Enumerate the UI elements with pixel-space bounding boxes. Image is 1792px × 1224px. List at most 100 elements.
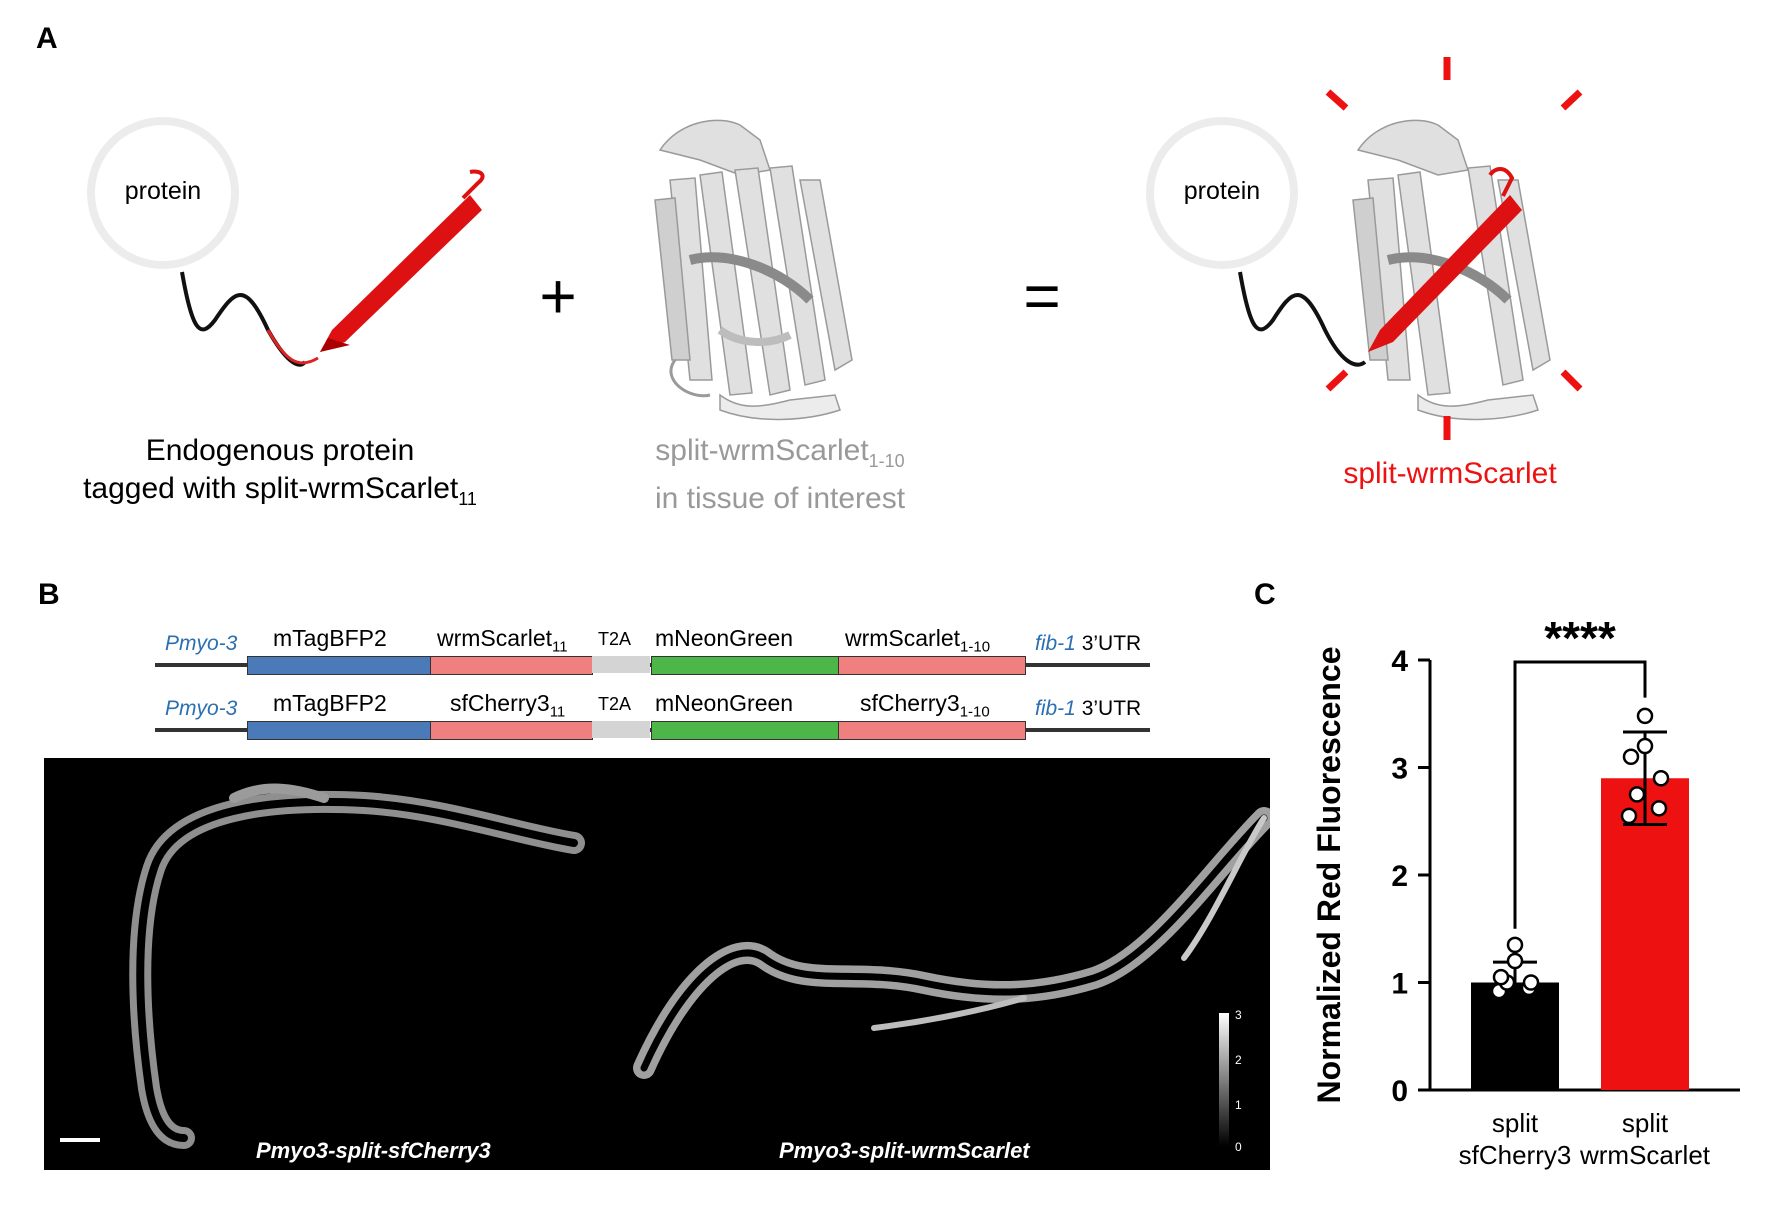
construct-1-bfp-label: mTagBFP2: [273, 625, 387, 651]
x-tick-label-1-0: split: [1622, 1108, 1669, 1138]
construct-1-neongreen-label: mNeonGreen: [655, 625, 794, 651]
data-point-0-6: [1506, 936, 1524, 954]
worm-micrograph: 3 2 1 0 Pmyo3-split-sfCherry3 Pmyo3-spli…: [44, 758, 1270, 1170]
construct-2-cherry11-label: sfCherry311: [450, 690, 565, 721]
y-tick-label-3: 3: [1391, 753, 1408, 786]
worm-left: [129, 790, 585, 1149]
y-tick-label-0: 0: [1391, 1075, 1408, 1108]
construct-2-seg2-sub: 11: [549, 703, 566, 721]
bar-1: [1601, 778, 1689, 1090]
plus-sign: +: [539, 260, 576, 332]
colorbar-tick-1: 1: [1235, 1098, 1242, 1112]
construct-2-cherry11-segment: [430, 721, 593, 740]
significance-stars: ****: [1544, 612, 1616, 664]
x-tick-label-0-1: sfCherry3: [1459, 1140, 1572, 1170]
caption-left-line1: Endogenous protein: [145, 434, 415, 467]
construct-1-scarlet110-segment: [838, 656, 1026, 675]
construct-2-neongreen-segment: [651, 721, 839, 740]
data-point-1-5: [1636, 737, 1654, 755]
panel-a-diagram: + =: [87, 57, 1583, 440]
data-point-0-3: [1522, 974, 1540, 991]
caption-middle-line2: in tissue of interest: [654, 482, 906, 515]
y-tick-label-1: 1: [1391, 968, 1408, 1001]
protein-label-left: protein: [124, 177, 202, 205]
caption-middle-subscript: 1-10: [868, 451, 905, 471]
construct-1-scarlet110-label: wrmScarlet1-10: [845, 625, 990, 656]
construct-2-cherry110-label: sfCherry31-10: [860, 690, 990, 721]
construct-2-bfp-segment: [247, 721, 431, 740]
barrel-structure-middle: [654, 119, 853, 421]
construct-1: Pmyo-3 mTagBFP2 wrmScarlet11 T2A mNeonGr…: [155, 625, 1150, 675]
scale-bar: [60, 1138, 100, 1142]
caption-middle: split-wrmScarlet1-10 in tissue of intere…: [540, 432, 1020, 518]
construct-1-utr-text: 3’UTR: [1075, 632, 1142, 655]
beta-strand-right: [1368, 195, 1522, 352]
construct-2-seg4-text: sfCherry3: [860, 690, 960, 716]
colorbar-tick-3: 3: [1235, 1008, 1242, 1022]
construct-1-bfp-segment: [247, 656, 431, 675]
construct-1-scarlet11-label: wrmScarlet11: [437, 625, 568, 656]
equals-sign: =: [1023, 260, 1060, 332]
construct-1-seg2-sub: 11: [552, 638, 568, 656]
construct-2-utr-text: 3’UTR: [1075, 697, 1142, 720]
data-point-1-0: [1620, 807, 1638, 825]
construct-2-cherry110-segment: [838, 721, 1026, 740]
linker-right: [1238, 271, 1367, 367]
data-point-0-5: [1506, 952, 1524, 970]
construct-1-neongreen-segment: [651, 656, 839, 675]
intensity-colorbar: [1219, 1013, 1229, 1146]
worm-right-label: Pmyo3-split-wrmScarlet: [779, 1138, 1030, 1163]
data-point-1-1: [1650, 800, 1668, 817]
construct-2-promoter: Pmyo-3: [165, 697, 238, 720]
data-point-0-4: [1492, 968, 1510, 986]
caption-right: split-wrmScarlet: [1343, 457, 1557, 490]
worm-right: [633, 807, 1270, 1079]
fluorescence-rays: [1325, 57, 1583, 440]
x-tick-label-1-1: wrmScarlet: [1579, 1140, 1711, 1170]
y-tick-label-2: 2: [1391, 860, 1408, 893]
significance-bracket: [1513, 660, 1647, 929]
construct-2-utr: fib-1 3’UTR: [1035, 697, 1141, 721]
data-point-1-4: [1622, 748, 1640, 765]
construct-1-utr: fib-1 3’UTR: [1035, 632, 1141, 656]
worm-shapes: [60, 783, 1270, 1149]
linker-left: [180, 271, 307, 367]
construct-2-bfp-label: mTagBFP2: [273, 690, 387, 716]
data-point-1-2: [1628, 786, 1646, 803]
caption-middle-line1: split-wrmScarlet: [655, 434, 869, 467]
construct-2-seg2-text: sfCherry3: [450, 690, 550, 716]
construct-2-utr-gene: fib-1: [1035, 697, 1076, 720]
construct-2-neongreen-label: mNeonGreen: [655, 690, 794, 716]
construct-1-t2a-segment: [592, 656, 650, 673]
caption-left: Endogenous protein tagged with split-wrm…: [40, 432, 520, 518]
colorbar-tick-2: 2: [1235, 1053, 1242, 1067]
beta-strand-left: [320, 195, 482, 352]
panel-a-label: A: [36, 22, 58, 55]
caption-left-line2: tagged with split-wrmScarlet: [83, 472, 459, 505]
protein-circle-left: [87, 117, 239, 269]
panel-b-label: B: [38, 578, 60, 611]
construct-2: Pmyo-3 mTagBFP2 sfCherry311 T2A mNeonGre…: [155, 690, 1150, 740]
data-point-1-3: [1652, 770, 1670, 787]
construct-1-t2a-label: T2A: [598, 629, 632, 649]
construct-2-t2a-label: T2A: [598, 694, 632, 714]
construct-1-promoter: Pmyo-3: [165, 632, 238, 655]
panel-c-label: C: [1254, 578, 1276, 611]
x-tick-label-0-0: split: [1492, 1108, 1539, 1138]
protein-circle-right: [1146, 117, 1298, 269]
y-axis-label: Normalized Red Fluorescence: [1311, 646, 1347, 1103]
construct-2-t2a-segment: [592, 721, 650, 738]
construct-1-seg4-sub: 1-10: [960, 638, 991, 656]
construct-1-scarlet11-segment: [430, 656, 593, 675]
data-point-1-6: [1636, 707, 1654, 725]
construct-2-seg4-sub: 1-10: [959, 703, 990, 721]
protein-label-right: protein: [1183, 177, 1261, 205]
construct-1-seg4-text: wrmScarlet: [845, 625, 961, 651]
worm-left-label: Pmyo3-split-sfCherry3: [256, 1138, 491, 1163]
construct-1-utr-gene: fib-1: [1035, 632, 1076, 655]
construct-1-seg2-text: wrmScarlet: [437, 625, 553, 651]
caption-left-subscript: 11: [458, 489, 477, 509]
barrel-structure-right: [1352, 119, 1551, 421]
colorbar-tick-0: 0: [1235, 1140, 1242, 1154]
